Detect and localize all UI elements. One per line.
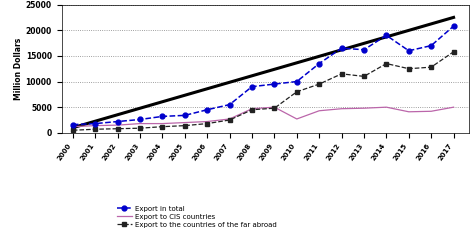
Y-axis label: Million Dollars: Million Dollars [14, 38, 23, 100]
Legend: Export in total, Export to CIS countries, Export to the countries of the far abr: Export in total, Export to CIS countries… [114, 203, 279, 229]
